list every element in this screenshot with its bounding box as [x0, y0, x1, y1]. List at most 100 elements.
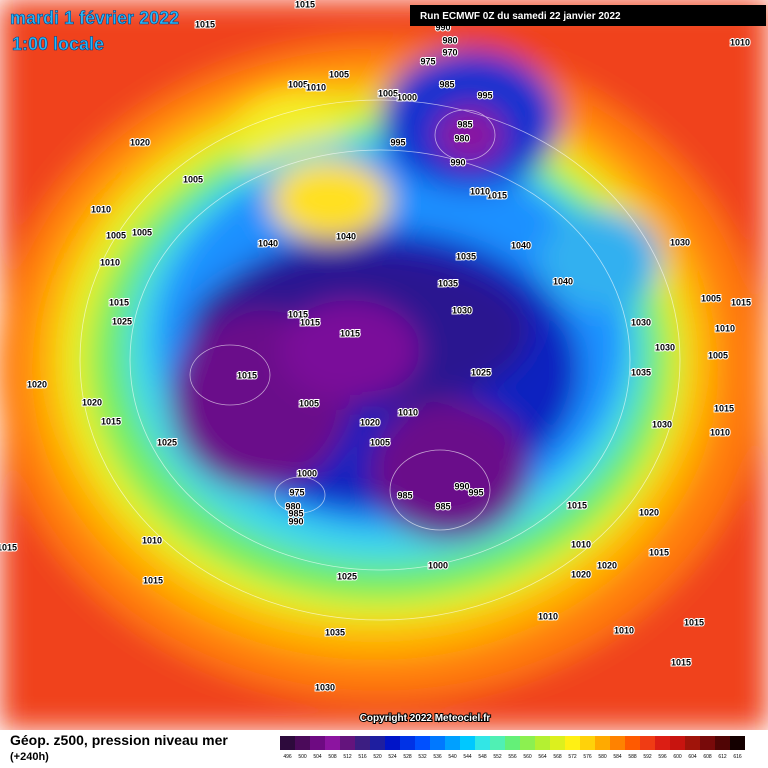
scale-label: 544: [463, 754, 472, 760]
isobar-label: 1010: [614, 625, 634, 635]
isobar-label: 1020: [130, 137, 150, 147]
scale-swatch: [340, 736, 355, 750]
isobar-label: 1015: [731, 297, 751, 307]
isobar-labels: 1015101510109909809709759859951005100510…: [0, 0, 752, 693]
scale-label: 496: [283, 754, 292, 760]
isobar-label: 1015: [0, 542, 17, 552]
isobar-label: 995: [477, 90, 492, 100]
isobar-label: 980: [285, 501, 300, 511]
isobar-label: 1015: [340, 328, 360, 338]
scale-swatch: [595, 736, 610, 750]
scale-swatch: [355, 736, 370, 750]
isobar-label: 975: [289, 487, 304, 497]
isobar-label: 990: [454, 481, 469, 491]
isobar-label: 1015: [671, 657, 691, 667]
scale-label: 596: [658, 754, 667, 760]
scale-swatch: [325, 736, 340, 750]
isobar-label: 1005: [708, 350, 728, 360]
scale-swatch: [700, 736, 715, 750]
isobar-label: 1015: [684, 617, 704, 627]
copyright: Copyright 2022 Meteociel.fr: [360, 713, 491, 724]
scale-swatch: [490, 736, 505, 750]
scale-swatch: [625, 736, 640, 750]
scale-label: 604: [688, 754, 697, 760]
scale-swatch: [550, 736, 565, 750]
isobar-label: 1005: [183, 174, 203, 184]
isobar-label: 1040: [336, 231, 356, 241]
isobar-label: 1010: [730, 37, 750, 47]
scale-label: 560: [523, 754, 532, 760]
scale-label: 572: [568, 754, 577, 760]
date-title: mardi 1 février 2022: [10, 8, 179, 28]
isobar-label: 1035: [438, 278, 458, 288]
isobar-label: 1040: [553, 276, 573, 286]
scale-swatch: [505, 736, 520, 750]
isobar-label: 975: [420, 56, 435, 66]
scale-swatch: [685, 736, 700, 750]
scale-label: 568: [553, 754, 562, 760]
isobar-label: 990: [450, 157, 465, 167]
scale-swatch: [535, 736, 550, 750]
isobar-label: 1005: [701, 293, 721, 303]
scale-swatch: [565, 736, 580, 750]
scale-label: 504: [313, 754, 322, 760]
isobar-label: 1015: [101, 416, 121, 426]
isobar-label: 1005: [132, 227, 152, 237]
isobar-label: 1000: [297, 468, 317, 478]
scale-label: 600: [673, 754, 682, 760]
isobar-label: 1010: [538, 611, 558, 621]
isobar-label: 1030: [655, 342, 675, 352]
isobar-label: 1000: [397, 92, 417, 102]
isobar-label: 980: [454, 133, 469, 143]
isobar-label: 1025: [157, 437, 177, 447]
scale-swatch: [295, 736, 310, 750]
scale-label: 564: [538, 754, 547, 760]
scale-label: 576: [583, 754, 592, 760]
isobar-label: 1005: [288, 79, 308, 89]
scale-label: 584: [613, 754, 622, 760]
isobar-label: 1015: [714, 403, 734, 413]
isobar-label: 1005: [299, 398, 319, 408]
scale-swatch: [640, 736, 655, 750]
legend-title: Géop. z500, pression niveau mer: [10, 732, 228, 748]
time-title: 1:00 locale: [12, 34, 104, 54]
isobar-label: 1000: [428, 560, 448, 570]
color-scale: 496 500 504 508 512 516 520 524 528 532 536 540 544 5…: [280, 736, 745, 760]
scale-swatch: [280, 736, 295, 750]
legend-subtitle: (+240h): [10, 751, 49, 763]
scale-label: 528: [403, 754, 412, 760]
isobar-label: 1030: [452, 305, 472, 315]
scale-label: 592: [643, 754, 652, 760]
isobar-label: 1020: [82, 397, 102, 407]
isobar-label: 1030: [652, 419, 672, 429]
isobar-label: 1030: [631, 317, 651, 327]
scale-swatch: [460, 736, 475, 750]
isobar-label: 1010: [142, 535, 162, 545]
isobar-label: 985: [457, 119, 472, 129]
isobar-label: 1015: [143, 575, 163, 585]
isobar-label: 985: [397, 490, 412, 500]
scale-swatch: [310, 736, 325, 750]
scale-label: 520: [373, 754, 382, 760]
scale-swatch: [730, 736, 745, 750]
isobar-label: 1025: [112, 316, 132, 326]
isobar-label: 1020: [571, 569, 591, 579]
scale-label: 512: [343, 754, 352, 760]
scale-label: 616: [733, 754, 742, 760]
scale-label: 552: [493, 754, 502, 760]
isobar-label: 1025: [471, 367, 491, 377]
isobar-label: 1005: [370, 437, 390, 447]
isobar-label: 1015: [288, 309, 308, 319]
isobar-label: 1015: [300, 317, 320, 327]
scale-label: 548: [478, 754, 487, 760]
isobar-label: 995: [468, 487, 483, 497]
isobar-label: 1020: [597, 560, 617, 570]
scale-swatch: [610, 736, 625, 750]
scale-label: 540: [448, 754, 457, 760]
isobar-label: 1015: [567, 500, 587, 510]
scale-swatch: [370, 736, 385, 750]
isobar-label: 1010: [571, 539, 591, 549]
scale-label: 500: [298, 754, 307, 760]
scale-swatch: [415, 736, 430, 750]
